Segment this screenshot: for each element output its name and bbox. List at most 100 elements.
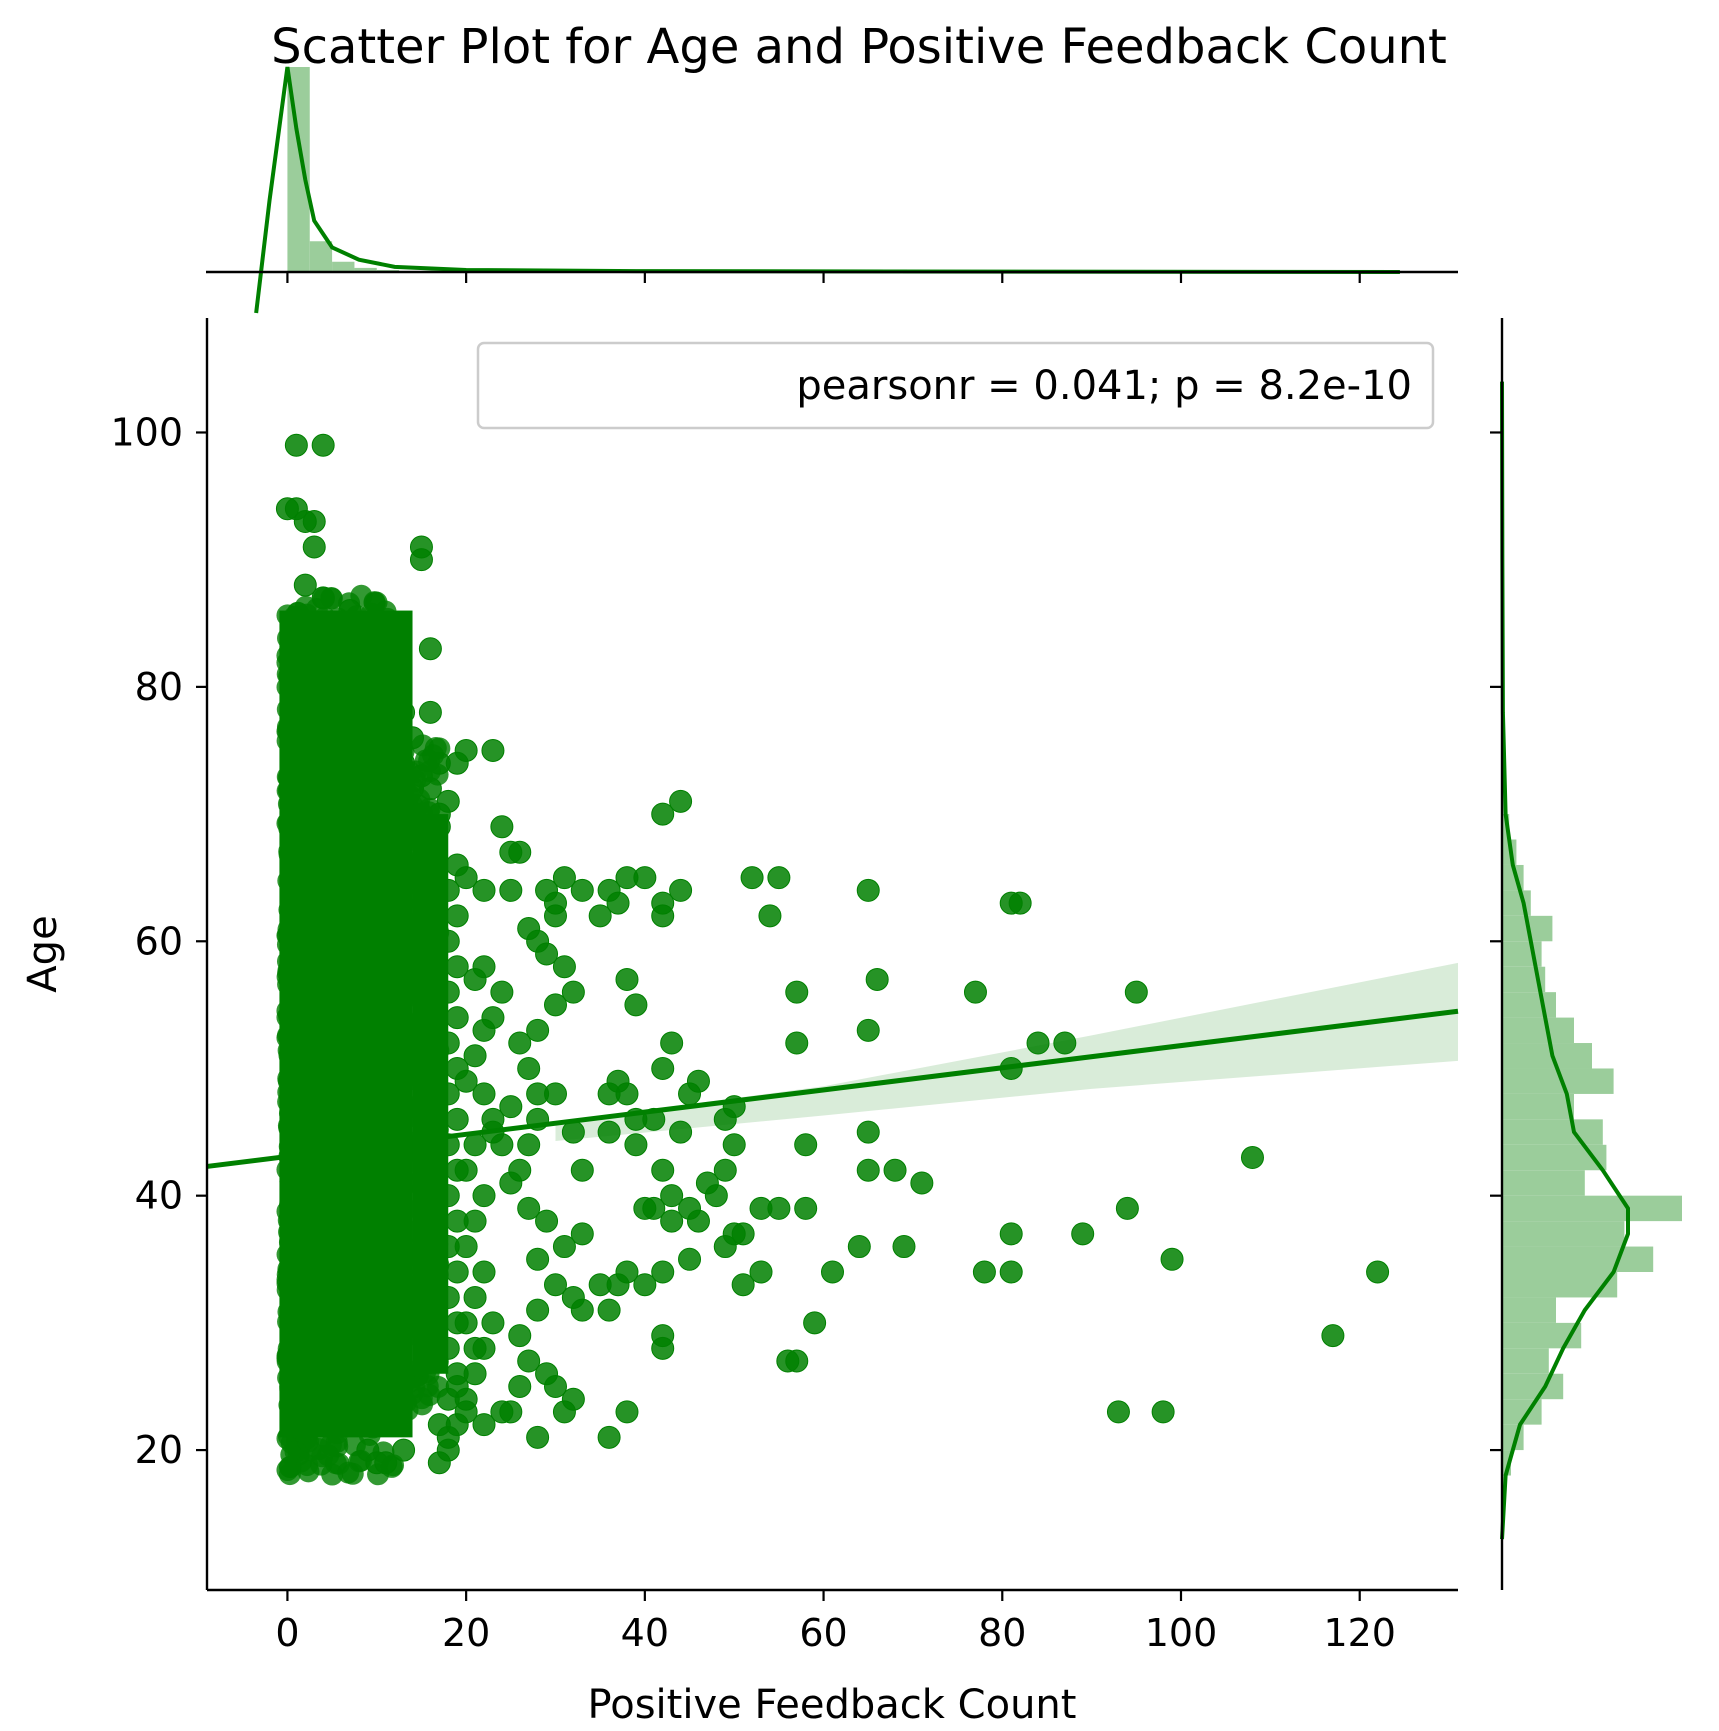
scatter-point: [678, 1082, 702, 1106]
scatter-point: [436, 929, 460, 953]
scatter-point: [1008, 891, 1032, 915]
scatter-point: [1160, 1247, 1184, 1271]
scatter-point: [472, 1336, 496, 1360]
scatter-point: [418, 777, 442, 801]
scatter-point: [445, 853, 469, 877]
x-tick-label: 40: [621, 1611, 669, 1655]
scatter-point: [463, 1133, 487, 1157]
scatter-point: [490, 980, 514, 1004]
scatter-point: [633, 866, 657, 890]
scatter-point: [302, 675, 326, 699]
y-marginal-bar: [1502, 1017, 1574, 1044]
scatter-point: [481, 1107, 505, 1131]
scatter-point: [445, 1158, 469, 1182]
scatter-point: [606, 891, 630, 915]
scatter-point: [427, 751, 451, 775]
scatter-point: [678, 1196, 702, 1220]
scatter-point: [436, 1285, 460, 1309]
y-marginal-bar: [1502, 1043, 1592, 1069]
y-marginal-ticks: [1490, 431, 1502, 1452]
scatter-point: [561, 1387, 585, 1411]
scatter-point: [651, 904, 675, 928]
scatter-point: [615, 1400, 639, 1424]
legend-text: pearsonr = 0.041; p = 8.2e-10: [796, 363, 1412, 409]
scatter-point: [624, 1133, 648, 1157]
x-marginal-bar: [332, 261, 355, 272]
scatter-point: [499, 840, 523, 864]
y-marginal-kde: [1500, 381, 1630, 1540]
scatter-point: [713, 1107, 737, 1131]
scatter-point: [499, 1095, 523, 1119]
y-marginal-bar: [1502, 1450, 1511, 1476]
scatter-point: [490, 1400, 514, 1424]
scatter-point: [463, 1285, 487, 1309]
scatter-point: [320, 611, 344, 635]
x-tick-label: 80: [978, 1611, 1026, 1655]
scatter-point: [284, 433, 308, 457]
scatter-point: [293, 510, 317, 534]
scatter-point: [731, 1273, 755, 1297]
scatter-point: [615, 1082, 639, 1106]
y-marginal-bar: [1502, 1297, 1556, 1323]
scatter-point: [445, 1056, 469, 1080]
scatter-point: [392, 1438, 416, 1462]
scatter-point: [293, 573, 317, 597]
scatter-point: [463, 967, 487, 991]
scatter-point: [472, 1018, 496, 1042]
scatter-point: [436, 1235, 460, 1259]
scatter-point: [356, 1438, 380, 1462]
y-marginal-bar: [1502, 1373, 1564, 1400]
scatter-point: [785, 1031, 809, 1055]
scatter-point: [517, 1349, 541, 1373]
scatter-point: [445, 1260, 469, 1284]
scatter-point: [526, 1082, 550, 1106]
scatter-point: [356, 751, 380, 775]
scatter-point: [1106, 1400, 1130, 1424]
scatter-point: [615, 1260, 639, 1284]
y-marginal-bar: [1502, 1272, 1618, 1298]
y-marginal-bar: [1502, 1348, 1549, 1374]
scatter-point: [392, 751, 416, 775]
scatter-point: [785, 1349, 809, 1373]
y-marginal-bar: [1502, 1246, 1654, 1272]
y-marginal-bar: [1502, 1119, 1603, 1145]
scatter-point: [347, 688, 371, 712]
scatter-point: [588, 1273, 612, 1297]
scatter-point: [472, 1260, 496, 1284]
scatter-point: [856, 1018, 880, 1042]
scatter-point: [427, 1413, 451, 1437]
scatter-point: [445, 955, 469, 979]
scatter-point: [481, 1311, 505, 1335]
scatter-point: [561, 980, 585, 1004]
scatter-point: [436, 1438, 460, 1462]
scatter-point: [1124, 980, 1148, 1004]
scatter-point: [883, 1158, 907, 1182]
x-marginal-kde: [254, 66, 1400, 314]
scatter-point: [624, 993, 648, 1017]
scatter-point: [472, 878, 496, 902]
scatter-point: [660, 1209, 684, 1233]
scatter-point: [1053, 1031, 1077, 1055]
scatter-point: [856, 1120, 880, 1144]
y-tick-label: 40: [135, 1174, 183, 1218]
scatter-point: [856, 878, 880, 902]
scatter-point: [794, 1196, 818, 1220]
scatter-point: [463, 1044, 487, 1068]
x-marginal-bar: [354, 267, 377, 272]
scatter-point: [418, 700, 442, 724]
scatter-point: [401, 726, 425, 750]
scatter-point: [1321, 1324, 1345, 1348]
scatter-point: [999, 1260, 1023, 1284]
x-marginal-ticks: [286, 272, 1361, 283]
scatter-point: [570, 1158, 594, 1182]
scatter-point: [445, 1209, 469, 1233]
scatter-point: [972, 1260, 996, 1284]
scatter-point: [704, 1184, 728, 1208]
y-marginal-bar: [1502, 1170, 1585, 1196]
scatter-point: [767, 866, 791, 890]
scatter-point: [508, 1158, 532, 1182]
scatter-point: [1240, 1146, 1264, 1170]
scatter-point: [669, 1120, 693, 1144]
scatter-points: [275, 433, 1390, 1475]
scatter-point: [678, 1247, 702, 1271]
